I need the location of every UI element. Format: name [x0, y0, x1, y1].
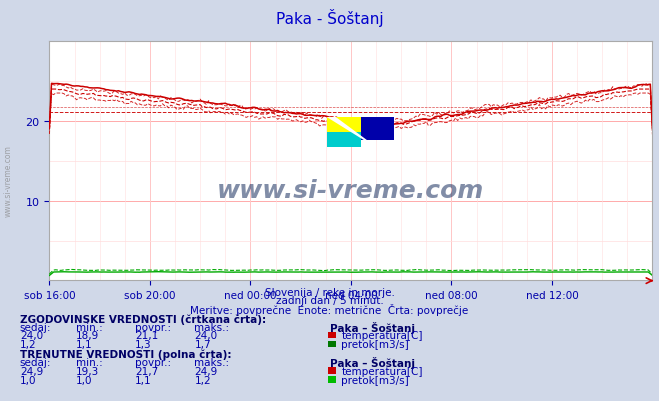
- Text: sedaj:: sedaj:: [20, 357, 51, 367]
- Text: 1,1: 1,1: [76, 340, 92, 349]
- Text: www.si-vreme.com: www.si-vreme.com: [4, 145, 13, 216]
- Text: povpr.:: povpr.:: [135, 357, 171, 367]
- Text: 18,9: 18,9: [76, 331, 99, 340]
- Text: maks.:: maks.:: [194, 322, 229, 332]
- Text: www.si-vreme.com: www.si-vreme.com: [217, 178, 484, 202]
- Text: sedaj:: sedaj:: [20, 322, 51, 332]
- Text: TRENUTNE VREDNOSTI (polna črta):: TRENUTNE VREDNOSTI (polna črta):: [20, 348, 231, 359]
- Text: Paka – Šoštanj: Paka – Šoštanj: [330, 356, 415, 368]
- Text: 24,0: 24,0: [20, 331, 43, 340]
- Text: Paka - Šoštanj: Paka - Šoštanj: [275, 9, 384, 27]
- Text: 1,0: 1,0: [76, 375, 92, 385]
- Text: 24,9: 24,9: [20, 366, 43, 376]
- Text: zadnji dan / 5 minut.: zadnji dan / 5 minut.: [275, 296, 384, 306]
- Text: temperatura[C]: temperatura[C]: [341, 331, 423, 340]
- FancyBboxPatch shape: [327, 133, 360, 148]
- Text: 1,2: 1,2: [20, 340, 36, 349]
- Text: 21,7: 21,7: [135, 366, 158, 376]
- FancyBboxPatch shape: [327, 118, 360, 133]
- Text: 24,9: 24,9: [194, 366, 217, 376]
- Text: temperatura[C]: temperatura[C]: [341, 366, 423, 376]
- Text: min.:: min.:: [76, 322, 103, 332]
- Text: povpr.:: povpr.:: [135, 322, 171, 332]
- Text: min.:: min.:: [76, 357, 103, 367]
- Text: Paka – Šoštanj: Paka – Šoštanj: [330, 321, 415, 333]
- Text: 24,0: 24,0: [194, 331, 217, 340]
- FancyBboxPatch shape: [360, 118, 394, 141]
- Text: pretok[m3/s]: pretok[m3/s]: [341, 375, 409, 385]
- Polygon shape: [327, 118, 368, 141]
- Text: 1,7: 1,7: [194, 340, 211, 349]
- Text: 1,2: 1,2: [194, 375, 211, 385]
- Text: 21,1: 21,1: [135, 331, 158, 340]
- Text: maks.:: maks.:: [194, 357, 229, 367]
- Text: 1,0: 1,0: [20, 375, 36, 385]
- Text: 1,1: 1,1: [135, 375, 152, 385]
- Text: ZGODOVINSKE VREDNOSTI (črtkana črta):: ZGODOVINSKE VREDNOSTI (črtkana črta):: [20, 314, 266, 324]
- Text: 19,3: 19,3: [76, 366, 99, 376]
- Text: pretok[m3/s]: pretok[m3/s]: [341, 340, 409, 349]
- Text: Meritve: povprečne  Enote: metrične  Črta: povprečje: Meritve: povprečne Enote: metrične Črta:…: [190, 304, 469, 316]
- Text: Slovenija / reke in morje.: Slovenija / reke in morje.: [264, 287, 395, 297]
- Text: 1,3: 1,3: [135, 340, 152, 349]
